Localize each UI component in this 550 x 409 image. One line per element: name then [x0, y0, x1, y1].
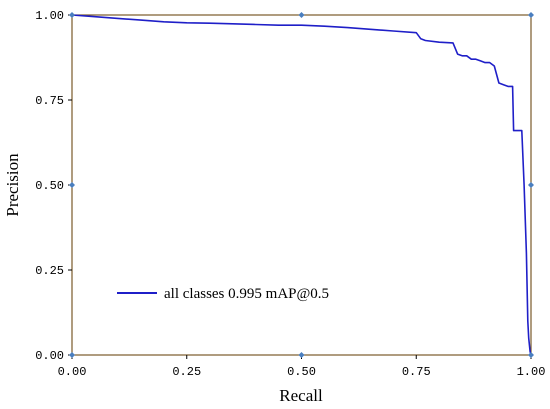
marker-layer [69, 12, 534, 358]
x-tick-label: 1.00 [517, 365, 546, 379]
series-layer [71, 14, 532, 356]
frame-marker [298, 12, 305, 18]
x-tick-label: 0.75 [402, 365, 431, 379]
y-tick-label: 0.00 [35, 349, 64, 363]
plot-frame [71, 14, 532, 356]
y-axis-ticks: 0.00 0.25 0.50 0.75 1.00 [35, 9, 72, 363]
x-axis-ticks: 0.00 0.25 0.50 0.75 1.00 [58, 355, 546, 379]
y-tick-label: 0.25 [35, 264, 64, 278]
frame-marker [298, 352, 305, 358]
frame-marker [528, 182, 534, 188]
y-tick-label: 0.75 [35, 94, 64, 108]
x-tick-label: 0.25 [172, 365, 201, 379]
frame-marker [69, 182, 75, 188]
y-tick-label: 1.00 [35, 9, 64, 23]
series-line-0 [71, 14, 532, 356]
legend-label: all classes 0.995 mAP@0.5 [164, 286, 329, 302]
frame-marker [69, 12, 75, 18]
x-tick-label: 0.00 [58, 365, 87, 379]
frame-marker [528, 352, 534, 358]
y-axis-title: Precision [3, 153, 22, 217]
frame-marker [528, 12, 534, 18]
x-axis-title: Recall [279, 386, 323, 405]
y-tick-label: 0.50 [35, 179, 64, 193]
x-tick-label: 0.50 [287, 365, 316, 379]
legend: all classes 0.995 mAP@0.5 [117, 286, 329, 302]
frame-marker [69, 352, 75, 358]
